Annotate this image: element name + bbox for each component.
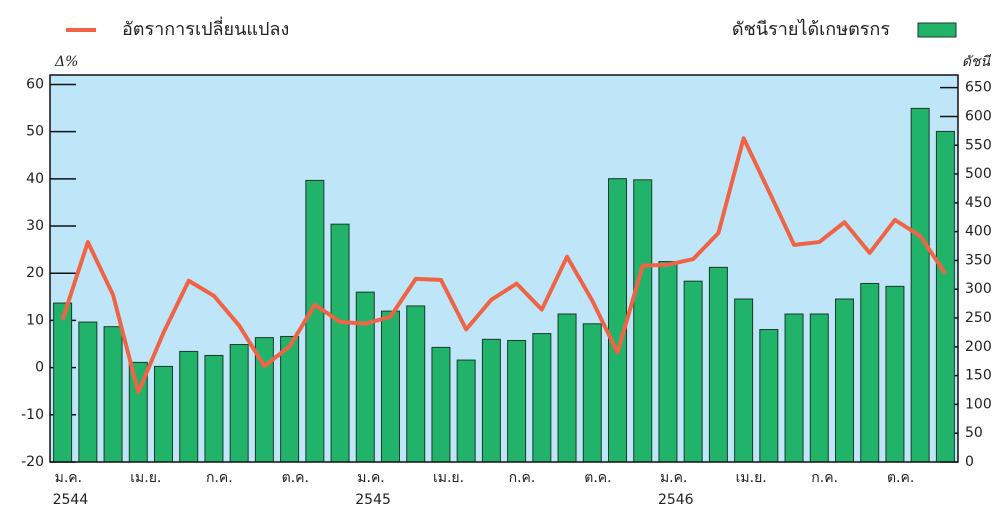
bar <box>759 329 779 463</box>
bar <box>78 321 98 463</box>
bar <box>683 280 703 463</box>
bar <box>103 326 123 463</box>
x-tick-label: ม.ค. <box>660 470 688 486</box>
x-tick-label: ต.ค. <box>584 470 611 486</box>
y-axis-label: Δ% <box>54 54 78 70</box>
y2-tick-label: 350 <box>965 252 992 268</box>
bar <box>355 291 375 463</box>
y2-tick-label: 400 <box>965 224 992 240</box>
x-group-label: 2545 <box>355 492 391 508</box>
bar <box>280 335 300 463</box>
x-tick-label: ต.ค. <box>887 470 914 486</box>
bar <box>582 323 602 463</box>
bar <box>481 338 501 463</box>
bar <box>507 339 527 463</box>
y2-tick-label: 200 <box>965 339 992 355</box>
bar <box>708 266 728 463</box>
bar <box>910 107 930 463</box>
x-tick-label: ม.ค. <box>357 470 385 486</box>
y2-tick-label: 550 <box>965 137 992 153</box>
bar <box>608 178 627 463</box>
bar <box>935 130 955 463</box>
y2-tick-label: 500 <box>965 166 992 182</box>
bar <box>532 333 552 463</box>
bar <box>784 313 804 463</box>
y2-tick-label: 50 <box>965 425 983 441</box>
bar <box>406 305 426 463</box>
bar <box>809 313 829 463</box>
y-tick-label: 60 <box>26 76 44 92</box>
x-tick-label: ก.ค. <box>811 470 838 486</box>
plot-background <box>50 75 958 462</box>
y2-tick-label: 150 <box>965 368 992 384</box>
y2-tick-label: 450 <box>965 195 992 211</box>
bar <box>154 365 173 463</box>
bar <box>860 282 880 463</box>
x-tick-label: ก.ค. <box>206 470 233 486</box>
bar <box>835 298 854 463</box>
y2-tick-label: 250 <box>965 310 992 326</box>
x-tick-label: ก.ค. <box>509 470 536 486</box>
y2-tick-label: 650 <box>965 80 992 96</box>
bar <box>431 346 451 463</box>
x-tick-label: ม.ค. <box>55 470 83 486</box>
bar <box>633 179 653 463</box>
legend-swatch <box>917 22 957 38</box>
bar <box>658 261 678 463</box>
x-tick-label: ต.ค. <box>282 470 309 486</box>
x-group-label: 2546 <box>658 492 694 508</box>
y-tick-label: 40 <box>26 171 44 187</box>
x-tick-label: เม.ย. <box>433 470 464 486</box>
y-tick-label: 30 <box>26 218 44 234</box>
bar <box>229 344 249 463</box>
x-group-label: 2544 <box>53 492 89 508</box>
plot-frame <box>49 74 959 463</box>
x-tick-label: เม.ย. <box>736 470 767 486</box>
bar <box>381 310 400 463</box>
bar <box>456 359 476 463</box>
bar <box>204 354 224 463</box>
y2-tick-label: 300 <box>965 281 992 297</box>
bar <box>305 179 325 463</box>
bar <box>557 313 577 463</box>
y-tick-label: 10 <box>26 312 44 328</box>
y2-tick-label: 600 <box>965 108 992 124</box>
bar <box>330 223 350 463</box>
y-tick-label: -20 <box>21 454 44 470</box>
y-tick-label: -10 <box>21 407 44 423</box>
y-tick-label: 0 <box>35 360 44 376</box>
legend-label: อัตราการเปลี่ยนแปลง <box>122 16 289 40</box>
y2-tick-label: 0 <box>965 454 974 470</box>
y-tick-label: 20 <box>26 265 44 281</box>
bar <box>734 298 754 463</box>
bar <box>53 302 73 463</box>
line <box>60 136 948 395</box>
y2-tick-label: 100 <box>965 396 992 412</box>
x-tick-label: เม.ย. <box>130 470 161 486</box>
legend-label: ดัชนีรายได้เกษตรกร <box>732 18 890 40</box>
y2-axis-label: ดัชนี <box>962 54 992 70</box>
bar <box>885 285 905 463</box>
bar <box>179 350 199 463</box>
y-tick-label: 50 <box>26 124 44 140</box>
